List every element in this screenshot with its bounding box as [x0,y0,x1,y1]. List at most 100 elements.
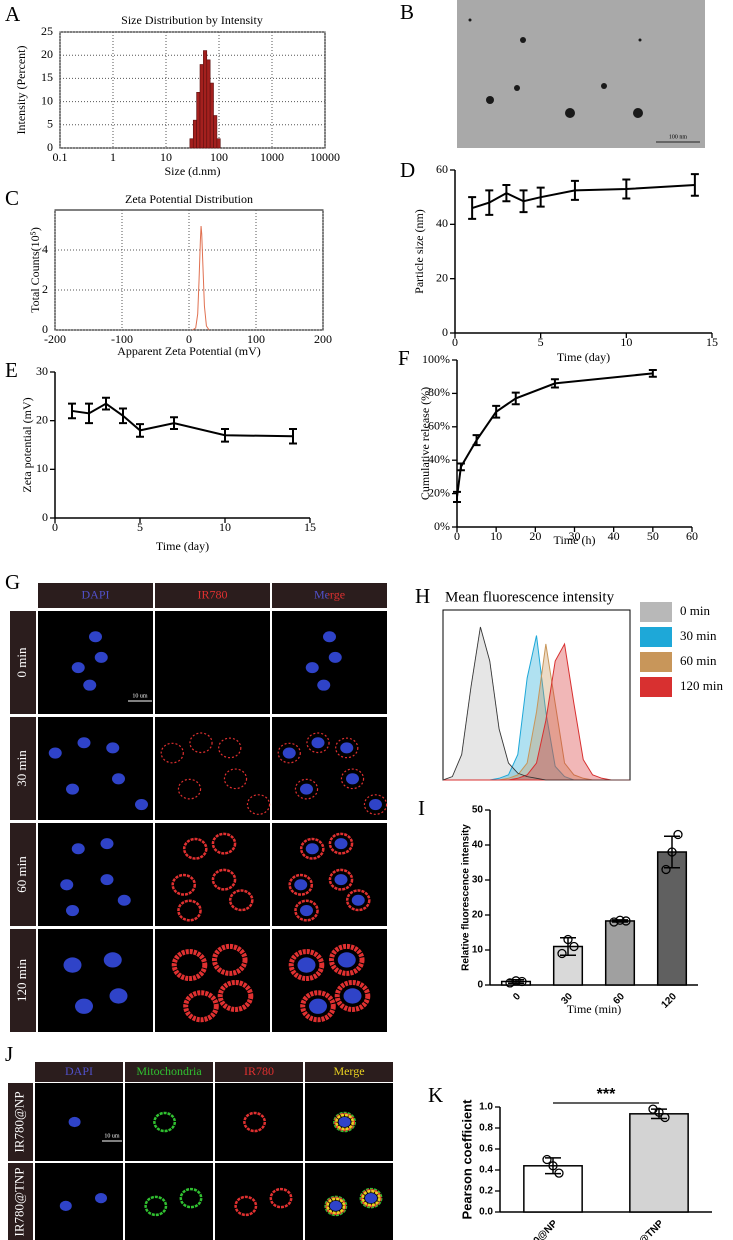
micrograph [305,1163,393,1240]
cell-signal [326,1197,346,1215]
data-point [563,934,573,945]
hist-bar [196,92,201,149]
cell-signal [182,837,208,860]
hist-bar [216,138,221,149]
nucleus [100,838,114,850]
panel-letter: H [415,584,430,608]
y-tick-label: 2 [42,282,48,296]
data-point [654,1107,664,1117]
micrograph [155,823,270,926]
cell-signal [300,990,336,1023]
x-tick-label: 5 [137,520,143,534]
micrograph [35,1163,123,1240]
cell-signal [294,899,319,922]
scale-bar-label: 10 um [104,1133,120,1139]
y-tick-label: 80% [428,385,450,399]
error-bar [102,396,110,411]
micrograph [125,1163,213,1240]
bar [604,920,636,986]
panel-letter: A [5,2,21,26]
x-tick-label: IR780@TNP [618,1218,666,1240]
error-bar [136,423,144,438]
legend-swatch [640,627,672,647]
x-tick-label: -100 [111,332,133,346]
micrograph [38,823,153,926]
nucleus [106,742,120,754]
nucleus [71,662,85,674]
panel-letter: C [5,186,19,210]
cell-signal [328,832,354,855]
x-tick-label: 15 [304,520,316,534]
y-tick-label: 40% [428,452,450,466]
nucleus [300,783,313,795]
nucleus [329,1200,342,1211]
nucleus [66,783,79,795]
error-bar [622,178,631,200]
nucleus [351,894,365,906]
y-tick-label: 0% [434,519,450,533]
nucleus [103,952,122,968]
cell-signal [153,1111,177,1133]
x-tick-label: 50 [647,529,659,543]
error-bar [560,937,576,956]
y-tick-label: 10 [41,93,53,107]
column-header-bg [125,1062,213,1082]
row-label-bg [10,717,36,820]
y-tick-label: 0 [477,980,483,991]
y-tick-label: 10 [36,461,48,475]
nucleus [48,747,62,759]
significance-label: *** [597,1086,616,1103]
nucleus [338,1116,351,1128]
data-line [471,183,695,209]
x-tick-label: 10 [219,520,231,534]
micrograph [272,823,387,926]
y-tick-label: 20 [41,47,53,61]
x-tick-label: 10 [620,335,632,349]
error-bar [85,402,93,425]
x-axis-label: Time (h) [554,533,596,547]
row-label-bg [10,823,36,926]
legend-label: 60 min [680,653,717,668]
y-axis-label: Particle size (nm) [412,209,426,294]
nucleus [334,838,348,850]
error-bar [651,1108,667,1120]
outline [442,626,630,781]
column-header-bg [215,1062,303,1082]
legend-swatch [640,602,672,622]
row-label: 30 min [14,750,29,787]
x-tick-label: 10 [490,529,502,543]
y-tick-label: 5 [47,117,53,131]
nucleus [305,662,319,674]
x-axis-label: Time (min) [567,1002,622,1016]
panel-letter: B [400,0,414,24]
cell-signal [234,1195,258,1217]
nucleus [334,874,348,886]
nucleus [343,988,362,1004]
error-bar [453,490,461,503]
hist-bar [203,50,208,149]
micrograph [155,611,270,714]
legend-label: 120 min [680,678,723,693]
cell-signal [171,873,197,896]
x-tick-label: IR780@NP [517,1218,561,1240]
nucleus [323,631,336,643]
data-point [548,1161,558,1171]
bar [656,851,688,986]
nucleus [83,679,97,691]
y-axis-label: Pearson coefficient [459,1099,474,1220]
nucleus [311,737,325,749]
micrograph [125,1083,213,1161]
data-point [621,916,631,926]
data-line [192,225,210,331]
x-tick-label: 5 [538,335,544,349]
nucleus [112,773,125,785]
panel-letter: E [5,358,18,382]
particle [633,108,643,118]
cell-signal [334,979,371,1012]
y-tick-label: 0.4 [479,1165,493,1176]
particle [565,108,575,118]
y-tick-label: 30 [36,364,48,378]
histogram-area [443,642,630,781]
cell-signal [223,768,248,790]
